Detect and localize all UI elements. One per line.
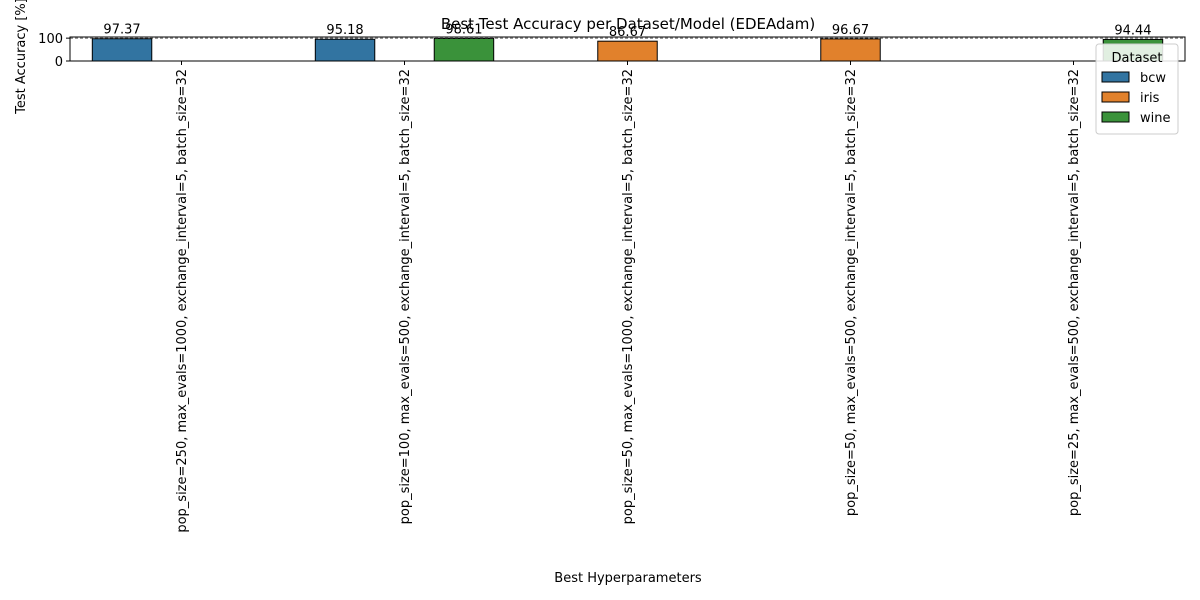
x-tick-label-4: pop_size=50, max_evals=500, exchange_int…: [844, 69, 859, 516]
bar-iris-4: [820, 38, 881, 62]
legend-title: Dataset: [1112, 51, 1163, 66]
legend-swatch-wine: [1101, 111, 1130, 123]
data-label-iris-3: 86.67: [609, 25, 646, 40]
chart-title: Best Test Accuracy per Dataset/Model (ED…: [441, 15, 815, 33]
bar-bcw-1: [91, 38, 153, 62]
bar-wine-2: [433, 37, 495, 62]
legend-swatch-iris: [1101, 91, 1130, 103]
data-label-bcw-2: 95.18: [326, 23, 363, 38]
legend-label-bcw: bcw: [1140, 71, 1166, 86]
x-tick-label-3: pop_size=50, max_evals=1000, exchange_in…: [621, 69, 636, 524]
x-tick-label-2: pop_size=100, max_evals=500, exchange_in…: [398, 69, 413, 524]
y-tick-label-1: 0: [55, 55, 63, 70]
x-tick-label-5: pop_size=25, max_evals=500, exchange_int…: [1067, 69, 1082, 516]
legend-swatch-bcw: [1101, 71, 1130, 83]
data-label-wine-5: 94.44: [1114, 23, 1151, 38]
data-label-bcw-1: 97.37: [103, 23, 140, 38]
legend: Dataset bcw iris wine: [1095, 43, 1179, 135]
legend-label-wine: wine: [1140, 111, 1170, 126]
bar-iris-3: [597, 40, 658, 62]
y-tick-label-2: 100: [38, 32, 63, 47]
legend-label-iris: iris: [1140, 91, 1160, 106]
data-label-wine-2: 98.61: [445, 22, 482, 37]
x-axis-label: Best Hyperparameters: [554, 571, 702, 586]
data-label-iris-4: 96.67: [832, 23, 869, 38]
y-axis-label: Test Accuracy [%]: [14, 0, 29, 115]
x-tick-label-1: pop_size=250, max_evals=1000, exchange_i…: [175, 69, 190, 533]
bar-bcw-2: [314, 38, 376, 62]
